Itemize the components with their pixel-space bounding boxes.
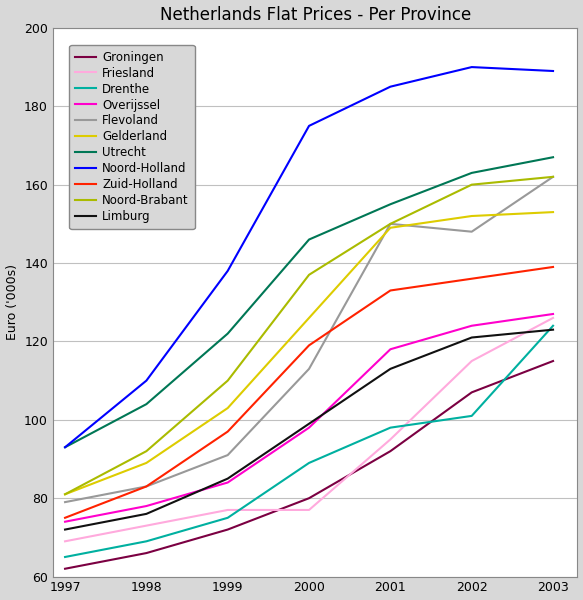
Overijssel [550,310,557,317]
Overijssel [305,424,312,431]
Noord-Holland [62,443,69,451]
Gelderland [143,460,150,467]
Line: Noord-Holland: Noord-Holland [65,67,553,447]
Overijssel [387,346,394,353]
Groningen [305,494,312,502]
Gelderland [305,314,312,322]
Noord-Holland [550,67,557,74]
Y-axis label: Euro ('000s): Euro ('000s) [6,264,19,340]
Overijssel [224,479,231,486]
Overijssel [143,502,150,509]
Utrecht [387,200,394,208]
Groningen [224,526,231,533]
Utrecht [468,169,475,176]
Noord-Brabant [550,173,557,181]
Gelderland [62,491,69,498]
Friesland [224,506,231,514]
Limburg [387,365,394,373]
Drenthe [62,553,69,560]
Noord-Holland [387,83,394,90]
Noord-Brabant [62,491,69,498]
Line: Limburg: Limburg [65,329,553,530]
Utrecht [62,443,69,451]
Line: Overijssel: Overijssel [65,314,553,522]
Flevoland [468,228,475,235]
Line: Friesland: Friesland [65,318,553,541]
Gelderland [550,208,557,215]
Utrecht [143,401,150,408]
Friesland [387,436,394,443]
Limburg [305,420,312,427]
Gelderland [468,212,475,220]
Gelderland [387,224,394,232]
Line: Noord-Brabant: Noord-Brabant [65,177,553,494]
Friesland [305,506,312,514]
Noord-Holland [143,377,150,384]
Limburg [62,526,69,533]
Drenthe [224,514,231,521]
Noord-Brabant [468,181,475,188]
Utrecht [305,236,312,243]
Friesland [143,522,150,529]
Friesland [550,314,557,322]
Groningen [62,565,69,572]
Title: Netherlands Flat Prices - Per Province: Netherlands Flat Prices - Per Province [160,5,470,23]
Zuid-Holland [550,263,557,271]
Zuid-Holland [224,428,231,435]
Noord-Holland [468,64,475,71]
Flevoland [143,483,150,490]
Groningen [468,389,475,396]
Limburg [224,475,231,482]
Drenthe [550,322,557,329]
Line: Flevoland: Flevoland [65,177,553,502]
Friesland [62,538,69,545]
Zuid-Holland [387,287,394,294]
Limburg [143,510,150,517]
Zuid-Holland [143,483,150,490]
Line: Groningen: Groningen [65,361,553,569]
Noord-Brabant [387,220,394,227]
Legend: Groningen, Friesland, Drenthe, Overijssel, Flevoland, Gelderland, Utrecht, Noord: Groningen, Friesland, Drenthe, Overijsse… [69,45,195,229]
Drenthe [143,538,150,545]
Limburg [550,326,557,333]
Flevoland [550,173,557,181]
Zuid-Holland [62,514,69,521]
Noord-Brabant [305,271,312,278]
Noord-Holland [305,122,312,130]
Groningen [143,550,150,557]
Drenthe [305,460,312,467]
Groningen [550,358,557,365]
Flevoland [305,365,312,373]
Drenthe [468,412,475,419]
Overijssel [62,518,69,526]
Line: Zuid-Holland: Zuid-Holland [65,267,553,518]
Overijssel [468,322,475,329]
Noord-Holland [224,267,231,274]
Zuid-Holland [305,342,312,349]
Gelderland [224,404,231,412]
Flevoland [224,451,231,458]
Groningen [387,448,394,455]
Flevoland [62,499,69,506]
Noord-Brabant [143,448,150,455]
Noord-Brabant [224,377,231,384]
Zuid-Holland [468,275,475,283]
Utrecht [224,330,231,337]
Flevoland [387,220,394,227]
Limburg [468,334,475,341]
Drenthe [387,424,394,431]
Friesland [468,358,475,365]
Utrecht [550,154,557,161]
Line: Utrecht: Utrecht [65,157,553,447]
Line: Drenthe: Drenthe [65,326,553,557]
Line: Gelderland: Gelderland [65,212,553,494]
